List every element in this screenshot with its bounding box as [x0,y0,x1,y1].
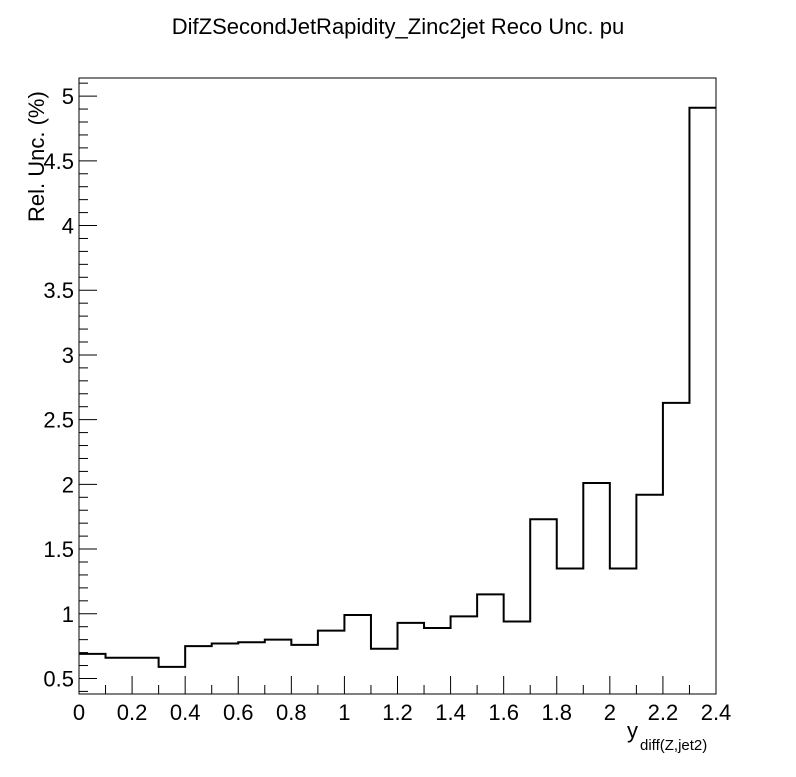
x-tick-label: 0 [73,700,85,725]
plot-frame [78,77,717,695]
y-tick-label: 4 [62,214,74,239]
y-axis-ticks [79,82,97,692]
x-tick-label: 2.2 [648,700,679,725]
x-tick-label: 2 [604,700,616,725]
y-tick-label: 4.5 [43,149,74,174]
x-tick-label: 1.4 [435,700,466,725]
y-tick-label: 2.5 [43,408,74,433]
x-axis-label-subscript: diff(Z,jet2) [640,737,707,754]
y-axis-tick-labels: 0.5 1 1.5 2 2.5 3 3.5 4 4.5 5 [43,84,74,691]
x-axis-ticks [78,676,717,694]
y-tick-label: 5 [62,84,74,109]
y-tick-label: 2 [62,472,74,497]
x-tick-label: 1 [338,700,350,725]
y-tick-label: 0.5 [43,666,74,691]
x-axis-tick-labels: 0 0.2 0.4 0.6 0.8 1 1.2 1.4 1.6 1.8 2 2.2 2.4 [73,700,731,725]
x-tick-label: 1.8 [541,700,572,725]
y-tick-label: 1 [62,602,74,627]
x-tick-label: 1.2 [382,700,413,725]
x-tick-label: 0.2 [117,700,148,725]
x-axis-label: ydiff(Z,jet2) [627,718,707,754]
y-tick-label: 1.5 [43,537,74,562]
chart-title: DifZSecondJetRapidity_Zinc2jet Reco Unc.… [172,14,624,39]
x-tick-label: 0.6 [223,700,254,725]
histogram-line [79,106,716,668]
x-tick-label: 1.6 [488,700,519,725]
x-tick-label: 0.4 [170,700,201,725]
x-tick-label: 2.4 [701,700,732,725]
y-tick-label: 3.5 [43,278,74,303]
x-axis-label-main: y [627,718,638,743]
y-axis-label: Rel. Unc. (%) [24,91,49,222]
y-tick-label: 3 [62,343,74,368]
x-tick-label: 0.8 [276,700,307,725]
